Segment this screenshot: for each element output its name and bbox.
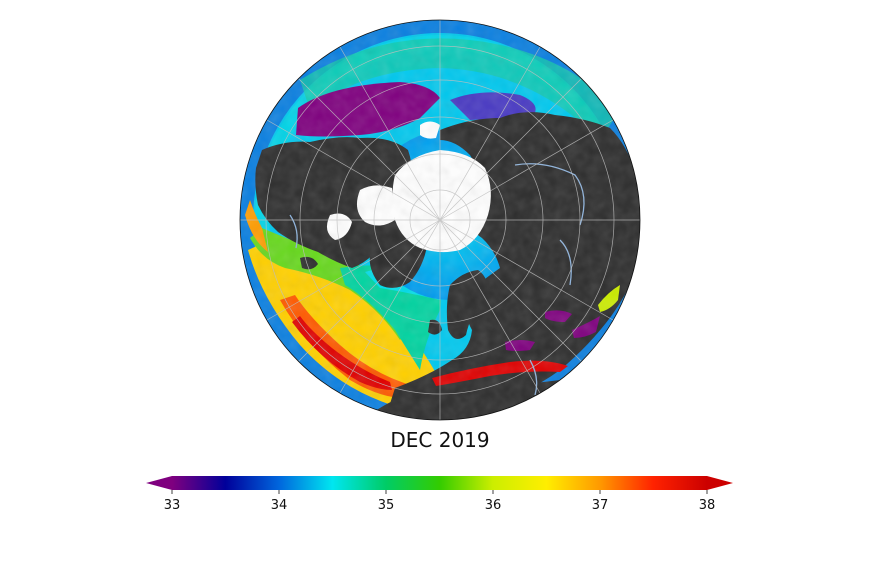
colorbar-extend-max bbox=[707, 476, 733, 490]
colorbar-tick-label: 38 bbox=[699, 498, 716, 513]
graticule bbox=[240, 20, 640, 420]
colorbar-tick-label: 37 bbox=[592, 498, 609, 513]
colorbar: 33 34 35 36 37 38 bbox=[146, 476, 733, 513]
globe-disk bbox=[240, 20, 640, 420]
colorbar-tick-label: 33 bbox=[164, 498, 181, 513]
globe-outline bbox=[239, 19, 641, 421]
colorbar-extend-min bbox=[146, 476, 172, 490]
colorbar-tick-label: 36 bbox=[485, 498, 502, 513]
colorbar-tick-label: 34 bbox=[271, 498, 288, 513]
map-title: DEC 2019 bbox=[390, 428, 490, 452]
colorbar-gradient bbox=[172, 476, 707, 490]
colorbar-tick-label: 35 bbox=[378, 498, 395, 513]
